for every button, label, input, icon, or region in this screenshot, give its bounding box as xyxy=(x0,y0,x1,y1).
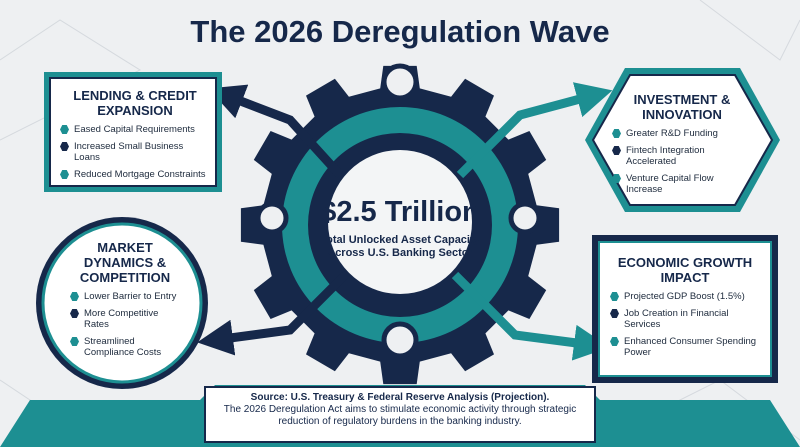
panel-item: Greater R&D Funding xyxy=(612,128,752,139)
panel-item: Eased Capital Requirements xyxy=(60,124,210,135)
center-disc xyxy=(328,150,472,294)
footer: Source: U.S. Treasury & Federal Reserve … xyxy=(215,392,585,428)
panel: ECONOMIC GROWTH IMPACT Projected GDP Boo… xyxy=(610,255,760,364)
panel-item: Fintech Integration Accelerated xyxy=(612,145,752,167)
panel: INVESTMENT & INNOVATION Greater R&D Fund… xyxy=(612,92,752,201)
panel: LENDING & CREDIT EXPANSION Eased Capital… xyxy=(60,88,210,186)
footer-source: Source: U.S. Treasury & Federal Reserve … xyxy=(250,392,550,403)
title: The 2026 Deregulation Wave xyxy=(190,14,610,49)
panel-item: Venture Capital Flow Increase xyxy=(612,173,752,195)
panel-item: Increased Small Business Loans xyxy=(60,141,210,163)
footer-note: The 2026 Deregulation Act aims to stimul… xyxy=(223,404,577,427)
center-caption: Total Unlocked Asset Capacity Across U.S… xyxy=(320,234,480,259)
panel-item: Enhanced Consumer Spending Power xyxy=(610,336,760,358)
panel-title: INVESTMENT & INNOVATION xyxy=(633,92,731,122)
panel-item: Projected GDP Boost (1.5%) xyxy=(610,291,760,302)
panel-item: Job Creation in Financial Services xyxy=(610,308,760,330)
panel-item: More Competitive Rates xyxy=(70,308,180,330)
center-value: $2.5 Trillion xyxy=(320,196,480,228)
panel: MARKET DYNAMICS & COMPETITION Lower Barr… xyxy=(70,240,180,364)
panel-title: MARKET DYNAMICS & COMPETITION xyxy=(79,240,171,285)
panel-title: LENDING & CREDIT EXPANSION xyxy=(73,88,197,118)
panel-item: Streamlined Compliance Costs xyxy=(70,336,180,358)
panel-item: Reduced Mortgage Constraints xyxy=(60,169,210,180)
gear-nodes xyxy=(255,63,542,359)
arrows xyxy=(197,82,613,361)
panel-title: ECONOMIC GROWTH IMPACT xyxy=(617,255,753,285)
footer-box xyxy=(204,386,596,443)
panel-item: Lower Barrier to Entry xyxy=(70,291,180,302)
